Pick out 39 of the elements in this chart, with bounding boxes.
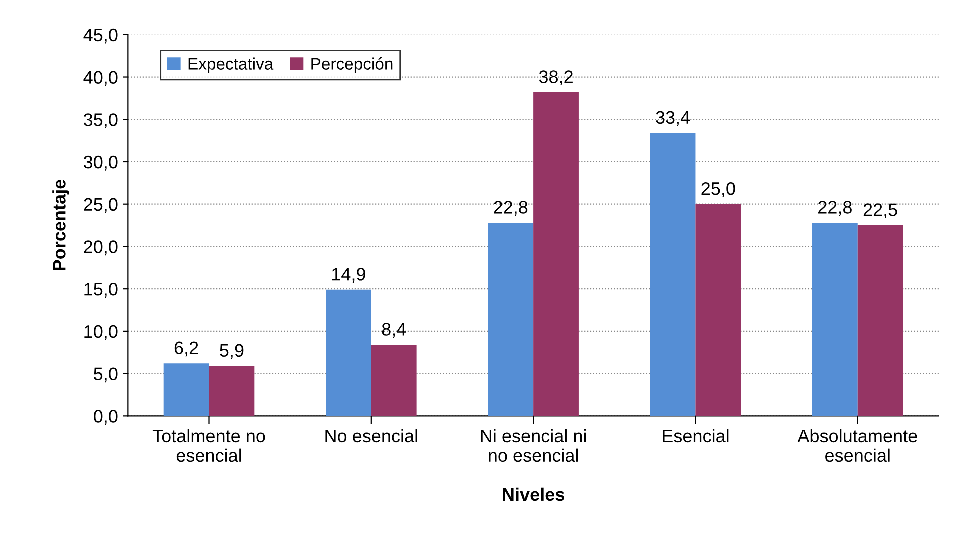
y-tick-label: 45,0 (84, 28, 118, 44)
data-label: 22,8 (494, 201, 528, 216)
x-tick-label: Totalmente no esencial (152, 429, 266, 462)
y-tick-label: 35,0 (84, 114, 118, 128)
y-tick-label: 5,0 (94, 368, 118, 383)
x-axis-title: Niveles (503, 488, 564, 502)
x-tick-label: No esencial (326, 429, 418, 443)
bar (858, 226, 904, 416)
data-label: 14,9 (332, 268, 366, 283)
bar (164, 364, 210, 416)
data-label: 22,8 (818, 201, 852, 216)
data-label: 33,4 (656, 111, 690, 126)
y-tick-label: 10,0 (84, 325, 118, 340)
bar (209, 366, 255, 416)
legend-label: Expectativa (188, 58, 274, 74)
data-label: 8,4 (382, 323, 406, 338)
y-tick-label: 15,0 (84, 283, 118, 298)
data-label: 25,0 (702, 182, 736, 198)
bar (650, 133, 696, 416)
data-label: 5,9 (220, 344, 244, 360)
legend-label: Percepción (312, 58, 393, 74)
x-tick-label: Ni esencial ni no esencial (481, 429, 586, 462)
y-tick-label: 0,0 (94, 410, 118, 426)
data-label: 6,2 (174, 342, 198, 357)
data-label: 22,5 (864, 204, 898, 219)
bar (534, 92, 579, 416)
data-label: 38,2 (539, 70, 573, 86)
x-tick-label: Absolutamente esencial (798, 429, 918, 462)
y-axis-title: Porcentaje (52, 180, 70, 270)
bar (696, 204, 742, 416)
bar (326, 290, 372, 416)
bar (371, 345, 417, 416)
bar (812, 223, 858, 416)
bar (488, 223, 534, 416)
y-tick-label: 30,0 (84, 156, 118, 171)
x-tick-label: Esencial (663, 429, 729, 443)
y-tick-label: 40,0 (84, 71, 118, 86)
y-tick-label: 20,0 (84, 240, 118, 256)
y-tick-label: 25,0 (84, 198, 118, 214)
